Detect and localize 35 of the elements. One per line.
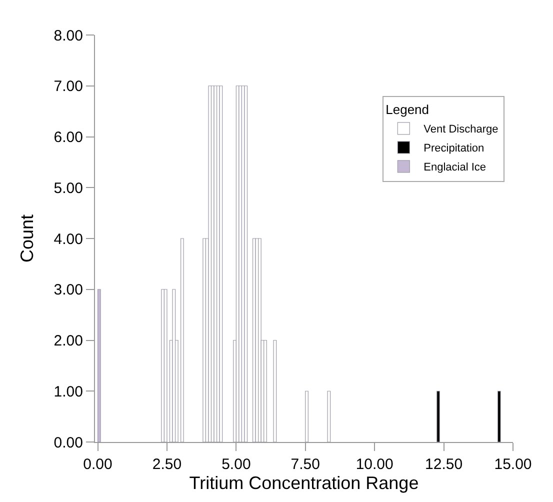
y-axis-title: Count [16, 214, 37, 263]
y-tick-label: 6.00 [54, 129, 83, 146]
legend-label: Vent Discharge [424, 124, 498, 136]
x-tick-label: 12.50 [425, 456, 463, 473]
y-tick-label: 1.00 [54, 383, 83, 400]
bar [258, 238, 262, 442]
y-tick-label: 8.00 [54, 27, 83, 44]
y-tick-label: 2.00 [54, 332, 83, 350]
legend-label: Englacial Ice [424, 162, 486, 174]
y-tick-label: 3.00 [54, 282, 83, 299]
y-tick-label: 0.00 [54, 434, 83, 452]
bar [244, 86, 248, 442]
bar [172, 289, 176, 442]
legend-label: Precipitation [424, 142, 484, 155]
bar [97, 289, 101, 442]
x-tick-label: 2.50 [152, 456, 182, 473]
y-tick-label: 5.00 [54, 180, 83, 197]
x-tick-label: 0.00 [83, 456, 112, 473]
y-tick-label: 4.00 [54, 230, 83, 248]
bar [436, 390, 440, 442]
bar [164, 289, 168, 442]
x-axis-title: Tritium Concentration Range [189, 473, 419, 493]
x-tick-label: 10.00 [356, 456, 394, 473]
bar [264, 340, 267, 442]
bar [305, 390, 308, 442]
bar [273, 340, 277, 442]
x-tick-label: 7.50 [290, 456, 320, 473]
legend-title: Legend [386, 102, 430, 117]
y-tick-label: 7.00 [54, 78, 83, 96]
bar [327, 390, 331, 442]
bar [180, 238, 184, 442]
x-tick-label: 15.00 [494, 456, 532, 473]
bar [497, 390, 501, 442]
bar [219, 86, 223, 442]
x-tick-label: 5.00 [222, 456, 251, 473]
